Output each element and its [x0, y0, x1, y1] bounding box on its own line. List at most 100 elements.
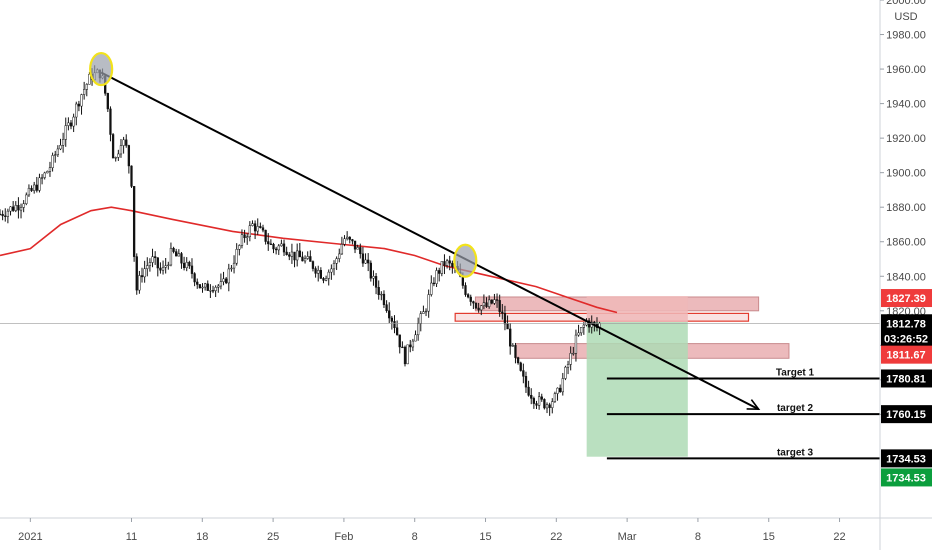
candle-body-16	[40, 177, 44, 179]
candle-body-68	[177, 253, 180, 257]
candle-body-211	[553, 393, 557, 402]
candle-body-103	[269, 243, 273, 245]
candle-body-100	[261, 227, 265, 231]
candle-body-102	[267, 241, 270, 245]
candle-body-66	[172, 247, 175, 252]
candle-body-8	[19, 207, 23, 211]
candle-body-108	[282, 243, 286, 253]
candle-body-192	[503, 313, 507, 325]
candle-body-178	[466, 294, 470, 298]
candle-body-30	[77, 103, 81, 107]
currency-label: USD	[894, 11, 917, 23]
candle-body-87	[227, 268, 230, 284]
candle-body-120	[314, 268, 317, 274]
y-tick-label: 1920.00	[886, 133, 926, 145]
candle-body-33	[85, 84, 88, 90]
candle-body-80	[209, 290, 212, 292]
candle-body-126	[330, 268, 333, 273]
candle-body-54	[140, 275, 144, 278]
candle-body-21	[54, 154, 57, 156]
candle-body-155	[406, 344, 409, 365]
candle-body-62	[161, 267, 165, 271]
y-tick-label: 1980.00	[886, 30, 926, 42]
candle-body-98	[256, 226, 259, 232]
candle-body-88	[230, 267, 233, 270]
candle-body-177	[464, 285, 467, 295]
candle-body-165	[432, 282, 436, 285]
candle-body-115	[301, 256, 304, 262]
targets-layer[interactable]: Target 1 target 2 target 3	[606, 367, 880, 460]
candle-body-157	[411, 340, 415, 348]
candle-body-142	[372, 276, 375, 279]
candle-body-4	[9, 206, 12, 212]
price-tag-4	[881, 369, 932, 388]
candle-body-32	[83, 89, 86, 95]
candle-body-12	[30, 187, 33, 191]
price-tag-label-7: 1734.53	[886, 472, 926, 484]
candle-body-196	[514, 345, 517, 358]
candle-body-164	[430, 282, 433, 295]
trendline-arrowhead	[746, 399, 761, 411]
candle-body-122	[319, 270, 322, 279]
candle-body-161	[422, 311, 425, 314]
candle-body-14	[35, 184, 38, 191]
candle-body-199	[522, 370, 525, 377]
candle-body-27	[69, 122, 73, 127]
candle-body-83	[217, 285, 220, 288]
candle-body-171	[448, 260, 451, 264]
x-tick-label: 25	[267, 531, 279, 543]
candle-body-193	[506, 323, 509, 330]
candle-body-67	[175, 251, 178, 257]
candle-body-77	[201, 286, 204, 289]
candle-body-129	[338, 253, 341, 259]
candle-body-116	[303, 258, 307, 262]
candle-body-10	[25, 194, 28, 204]
candle-body-121	[317, 270, 320, 274]
candle-body-127	[332, 263, 336, 270]
candle-body-135	[353, 240, 357, 250]
candle-body-7	[17, 205, 20, 211]
candle-body-209	[548, 404, 551, 408]
candle-body-140	[367, 259, 370, 264]
moving-average-layer	[0, 206, 618, 314]
candle-body-184	[482, 302, 486, 307]
price-tag-label-4: 1780.81	[886, 373, 926, 385]
x-tick-label: 11	[126, 531, 137, 543]
candle-body-182	[477, 307, 480, 311]
candle-body-137	[359, 247, 362, 255]
candle-body-162	[424, 310, 428, 313]
candle-body-85	[222, 278, 225, 282]
candle-body-18	[46, 171, 49, 174]
candle-body-154	[403, 346, 407, 365]
trendline-layer[interactable]	[100, 71, 761, 411]
candle-body-5	[11, 206, 15, 211]
candle-body-90	[235, 249, 238, 264]
candle-body-61	[159, 267, 162, 271]
price-tag-label-3: 1811.67	[886, 350, 925, 362]
candle-body-47	[122, 139, 125, 146]
candle-body-220	[577, 332, 580, 336]
candle-body-60	[156, 257, 159, 269]
candle-body-167	[438, 270, 441, 274]
price-tag-5	[881, 405, 932, 424]
candle-body-123	[322, 278, 325, 281]
candle-body-81	[211, 290, 215, 292]
x-tick-label: 22	[833, 531, 845, 543]
candle-body-20	[51, 155, 54, 169]
candle-body-172	[451, 262, 454, 267]
downtrend-line[interactable]	[100, 71, 760, 411]
candle-body-131	[343, 238, 346, 245]
candle-body-139	[364, 259, 367, 264]
candle-body-186	[488, 299, 491, 307]
swing-high-circle-0	[89, 51, 114, 87]
candle-body-132	[345, 236, 349, 239]
candle-body-213	[559, 387, 562, 393]
candle-body-104	[272, 243, 275, 250]
candle-body-219	[574, 334, 578, 354]
candle-body-51	[132, 186, 136, 257]
candle-body-92	[240, 234, 244, 246]
candle-body-107	[280, 243, 283, 247]
candle-body-41	[106, 93, 109, 110]
candle-body-11	[27, 187, 31, 196]
